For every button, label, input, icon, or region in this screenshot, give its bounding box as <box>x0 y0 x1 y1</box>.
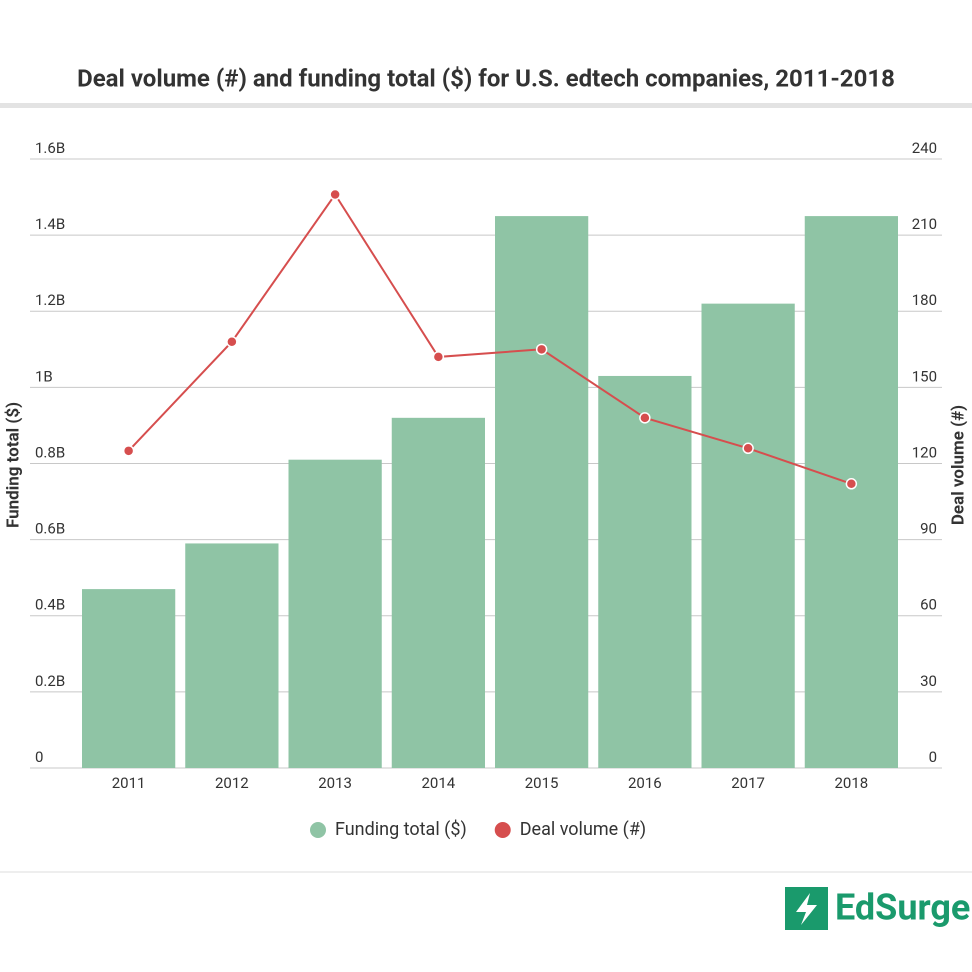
x-tick-label: 2013 <box>318 774 352 792</box>
y2-axis-label: Deal volume (#) <box>948 405 968 525</box>
legend-label: Deal volume (#) <box>520 819 646 840</box>
line-point <box>742 442 754 455</box>
bar <box>495 216 589 768</box>
line-point <box>432 351 445 363</box>
x-tick-label: 2015 <box>525 774 559 792</box>
legend-swatch <box>494 822 511 838</box>
y-tick-label: 1.6B <box>35 139 65 157</box>
y-tick-label: 1.2B <box>35 291 65 309</box>
logo-bolt <box>796 893 817 925</box>
y-tick-label: 0.8B <box>35 443 65 461</box>
y2-tick-label: 240 <box>912 139 937 157</box>
y2-tick-label: 60 <box>920 596 937 614</box>
x-tick-label: 2017 <box>731 774 765 792</box>
line-point <box>639 412 651 424</box>
y2-tick-label: 120 <box>912 443 937 461</box>
y-tick-label: 0.2B <box>35 672 65 690</box>
y2-tick-label: 210 <box>912 215 937 233</box>
bar <box>185 543 279 768</box>
line-point <box>122 445 135 457</box>
logo-text: EdSurge <box>835 887 970 929</box>
x-tick-label: 2012 <box>215 774 249 792</box>
y-axis-label: Funding total ($) <box>3 402 23 528</box>
chart-title: Deal volume (#) and funding total ($) fo… <box>77 64 895 92</box>
y2-tick-label: 90 <box>920 520 937 538</box>
line-point <box>845 478 858 490</box>
y-tick-label: 0 <box>35 748 43 766</box>
line-point <box>329 188 341 201</box>
line-point <box>535 343 548 356</box>
y-tick-label: 0.4B <box>35 596 65 614</box>
y-tick-label: 1.4B <box>35 215 65 233</box>
y2-tick-label: 150 <box>912 367 937 385</box>
line <box>127 192 852 485</box>
bar <box>701 303 795 768</box>
bar <box>598 375 692 768</box>
legend-swatch <box>310 822 326 838</box>
y2-tick-label: 0 <box>929 748 937 766</box>
x-tick-label: 2016 <box>628 774 662 792</box>
bar <box>288 459 382 768</box>
bar <box>82 589 176 768</box>
y-tick-label: 1B <box>35 367 53 385</box>
bar <box>391 417 485 768</box>
y2-tick-label: 30 <box>920 672 937 690</box>
y2-tick-label: 180 <box>912 291 937 309</box>
title-rule <box>0 103 972 108</box>
line-point <box>226 335 238 348</box>
y-tick-label: 0.6B <box>35 520 65 538</box>
legend-label: Funding total ($) <box>335 819 467 840</box>
x-tick-label: 2011 <box>112 774 146 792</box>
x-tick-label: 2018 <box>835 774 869 792</box>
bar <box>804 216 898 768</box>
x-tick-label: 2014 <box>422 774 456 792</box>
